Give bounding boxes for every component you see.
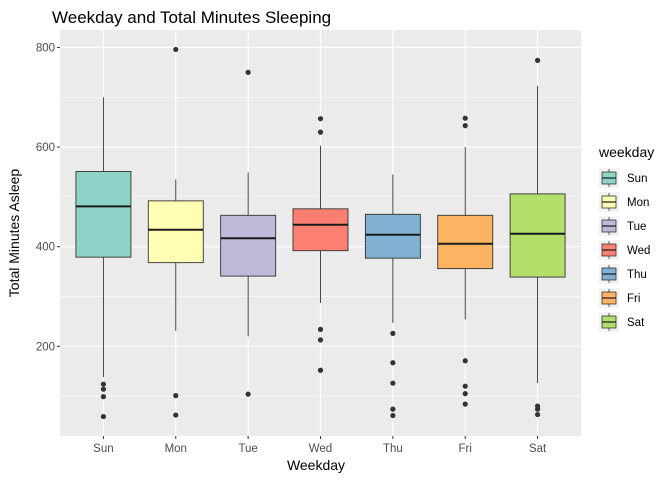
- outlier-point: [317, 367, 324, 373]
- boxplot-thu: [364, 174, 421, 419]
- outlier-point: [462, 115, 468, 121]
- outlier-point: [462, 358, 468, 364]
- boxplot-fri: [437, 115, 494, 407]
- outlier-point: [245, 391, 251, 397]
- legend: weekday Sun Mon Tue Wed Thu Fri Sat: [598, 144, 654, 332]
- outlier-point: [462, 401, 468, 407]
- box: [75, 171, 132, 258]
- x-axis: Sun Mon Tue Wed Thu Fri Sat: [93, 436, 547, 455]
- x-tick-label: Mon: [165, 443, 187, 455]
- legend-title: weekday: [598, 144, 654, 160]
- boxplot-tue: [220, 69, 277, 397]
- legend-item-tue: Tue: [599, 216, 646, 236]
- outlier-point: [534, 57, 541, 63]
- outlier-point: [173, 393, 179, 399]
- outlier-point: [317, 326, 324, 332]
- boxplot-mon: [147, 46, 204, 418]
- outlier-point: [317, 337, 324, 343]
- boxplot-wed: [292, 116, 349, 373]
- outlier-point: [390, 330, 396, 336]
- x-axis-label: Weekday: [287, 457, 345, 473]
- outlier-point: [317, 129, 324, 135]
- outlier-point: [173, 412, 179, 418]
- box: [509, 193, 566, 278]
- legend-item-mon: Mon: [599, 192, 649, 212]
- outlier-point: [317, 116, 324, 122]
- x-tick-label: Tue: [238, 443, 257, 455]
- legend-label: Mon: [627, 197, 649, 209]
- legend-label: Sat: [627, 317, 645, 329]
- legend-label: Sun: [627, 173, 647, 185]
- outlier-point: [462, 123, 468, 129]
- chart-title: Weekday and Total Minutes Sleeping: [52, 8, 331, 27]
- y-axis: 200 400 600 800: [36, 42, 60, 353]
- outlier-point: [462, 383, 468, 389]
- y-tick-label: 400: [36, 242, 55, 254]
- box: [147, 200, 204, 264]
- boxplots: [75, 46, 566, 420]
- outlier-point: [390, 406, 396, 412]
- outlier-point: [100, 381, 107, 387]
- legend-item-fri: Fri: [599, 288, 640, 308]
- y-tick-label: 800: [36, 42, 55, 54]
- outlier-point: [390, 412, 396, 419]
- boxplot-sun: [75, 97, 132, 420]
- y-tick-label: 600: [36, 142, 55, 154]
- x-tick-label: Thu: [383, 443, 403, 455]
- boxplot-sat: [509, 57, 566, 418]
- outlier-point: [100, 413, 107, 420]
- box: [292, 208, 349, 252]
- legend-item-wed: Wed: [599, 240, 650, 260]
- x-tick-label: Sun: [93, 443, 113, 455]
- legend-label: Fri: [627, 293, 640, 305]
- outlier-point: [173, 46, 179, 53]
- box: [220, 214, 277, 277]
- outlier-point: [462, 391, 468, 397]
- outlier-point: [534, 406, 541, 412]
- legend-item-sat: Sat: [599, 312, 645, 332]
- x-tick-label: Wed: [309, 443, 332, 455]
- outlier-point: [100, 394, 107, 400]
- legend-item-sun: Sun: [599, 168, 647, 188]
- x-tick-label: Sat: [529, 443, 547, 455]
- outlier-point: [100, 386, 107, 392]
- outlier-point: [390, 360, 396, 366]
- outlier-point: [390, 380, 396, 386]
- legend-item-thu: Thu: [599, 264, 647, 284]
- box: [437, 214, 494, 270]
- outlier-point: [534, 411, 541, 418]
- box: [364, 213, 421, 259]
- outlier-point: [245, 69, 251, 75]
- legend-label: Thu: [627, 269, 647, 281]
- y-axis-label: Total Minutes Asleep: [6, 169, 22, 298]
- y-tick-label: 200: [36, 341, 55, 353]
- legend-label: Tue: [627, 221, 646, 233]
- x-tick-label: Fri: [459, 443, 472, 455]
- legend-label: Wed: [627, 245, 650, 257]
